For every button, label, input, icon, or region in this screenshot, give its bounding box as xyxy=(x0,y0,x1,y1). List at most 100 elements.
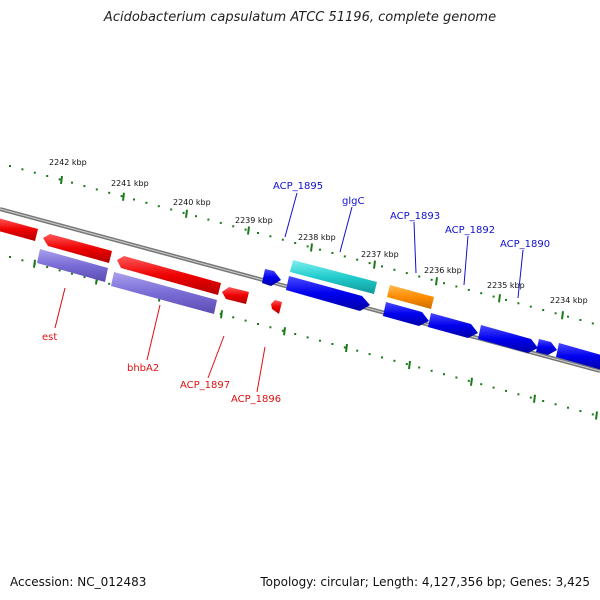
minor-tick xyxy=(567,406,569,409)
major-tick xyxy=(60,175,63,185)
minor-tick xyxy=(157,205,160,208)
gene-arrow-forward[interactable] xyxy=(286,276,370,311)
major-tick xyxy=(345,343,348,353)
gene-arrow-bhbA2[interactable] xyxy=(111,272,217,314)
gene-features xyxy=(0,218,600,370)
minor-tick xyxy=(21,168,24,171)
tick-label: 2241 kbp xyxy=(111,179,149,188)
minor-tick xyxy=(294,333,297,335)
gene-arrow-ACP_1895[interactable] xyxy=(262,269,281,286)
tick-label: 2234 kbp xyxy=(550,296,588,305)
minor-tick xyxy=(331,343,334,345)
gene-callout-lines xyxy=(54,192,524,393)
minor-tick xyxy=(219,221,222,224)
gene-arrow-est[interactable] xyxy=(37,249,108,282)
gene-arrow-forward[interactable] xyxy=(478,325,538,353)
minor-tick xyxy=(244,319,247,322)
minor-tick xyxy=(33,171,36,174)
gene-label[interactable]: ACP_1895 xyxy=(273,181,323,192)
minor-tick xyxy=(393,268,396,271)
minor-tick xyxy=(467,379,470,382)
gene-label[interactable]: ACP_1892 xyxy=(445,225,495,236)
gene-arrow-ACP_1896[interactable] xyxy=(271,300,282,314)
gene-arrow-glgC[interactable] xyxy=(290,260,377,294)
minor-tick xyxy=(306,336,309,339)
minor-tick xyxy=(368,262,371,265)
minor-tick xyxy=(393,359,396,362)
major-tick xyxy=(561,311,564,320)
major-tick xyxy=(533,394,536,403)
major-tick xyxy=(498,294,501,303)
minor-tick xyxy=(455,376,458,379)
minor-tick xyxy=(319,339,321,342)
major-tick xyxy=(373,260,376,269)
minor-tick xyxy=(443,373,445,376)
gene-label[interactable]: glgC xyxy=(342,196,364,207)
minor-tick xyxy=(46,266,49,268)
gene-arrow-ACP_1897[interactable] xyxy=(222,287,249,304)
minor-tick xyxy=(133,198,135,201)
minor-tick xyxy=(58,269,61,272)
minor-tick xyxy=(120,195,123,198)
minor-tick xyxy=(455,285,458,288)
gene-arrow-reverse[interactable] xyxy=(0,218,38,241)
minor-tick xyxy=(591,413,594,416)
minor-tick xyxy=(269,235,272,238)
gene-arrow-ACP_1892[interactable] xyxy=(428,313,478,338)
minor-tick xyxy=(269,326,272,329)
gene-arrow-bhbA2-upper[interactable] xyxy=(117,256,221,295)
tick-labels: 2242 kbp 2241 kbp 2240 kbp 2239 kbp 2238 kbp… xyxy=(49,158,588,305)
minor-tick xyxy=(71,181,73,184)
minor-tick xyxy=(170,208,173,211)
minor-tick xyxy=(567,315,569,318)
tick-label: 2239 kbp xyxy=(235,216,273,225)
major-tick xyxy=(408,360,411,370)
minor-tick xyxy=(480,292,483,295)
minor-tick xyxy=(46,175,49,177)
minor-tick xyxy=(343,346,346,349)
minor-tick xyxy=(83,185,86,188)
gene-label[interactable]: ACP_1893 xyxy=(390,211,440,222)
map-title: Acidobacterium capsulatum ATCC 51196, co… xyxy=(103,10,497,25)
major-tick xyxy=(33,259,36,268)
minor-tick xyxy=(9,256,11,258)
minor-tick xyxy=(108,191,111,194)
gene-label[interactable]: ACP_1897 xyxy=(180,380,230,391)
gene-label[interactable]: ACP_1890 xyxy=(500,239,550,250)
major-tick xyxy=(122,192,125,201)
minor-tick xyxy=(257,232,259,234)
minor-tick xyxy=(331,252,334,254)
minor-tick xyxy=(405,363,408,366)
minor-tick xyxy=(418,275,421,278)
minor-tick xyxy=(529,305,532,308)
gene-arrow-reverse[interactable] xyxy=(43,234,112,263)
minor-tick xyxy=(505,298,507,301)
minor-tick xyxy=(343,255,346,258)
minor-tick xyxy=(108,282,111,285)
major-tick xyxy=(435,277,438,286)
major-tick xyxy=(310,243,313,252)
minor-tick xyxy=(21,259,24,262)
gene-arrow-forward[interactable] xyxy=(383,302,429,326)
upper-tick-track xyxy=(9,165,594,325)
accession-text: Accession: NC_012483 xyxy=(10,575,147,589)
gene-arrow-forward[interactable] xyxy=(556,343,600,370)
gene-label[interactable]: est xyxy=(42,332,57,343)
minor-tick xyxy=(579,410,582,412)
gene-arrow-ACP_1893[interactable] xyxy=(387,285,434,309)
minor-tick xyxy=(207,218,210,221)
major-tick xyxy=(220,310,223,319)
tick-label: 2240 kbp xyxy=(173,198,211,207)
minor-tick xyxy=(281,329,284,332)
minor-tick xyxy=(405,272,408,275)
minor-tick xyxy=(319,248,321,251)
gene-label[interactable]: ACP_1896 xyxy=(231,394,281,405)
tick-label: 2236 kbp xyxy=(424,266,462,275)
minor-tick xyxy=(443,282,445,285)
tick-label: 2238 kbp xyxy=(298,233,336,242)
gene-label[interactable]: bhbA2 xyxy=(127,363,159,374)
minor-tick xyxy=(517,393,520,396)
minor-tick xyxy=(381,265,383,268)
minor-tick xyxy=(356,258,359,261)
gene-arrow-ACP_1890[interactable] xyxy=(536,339,557,355)
